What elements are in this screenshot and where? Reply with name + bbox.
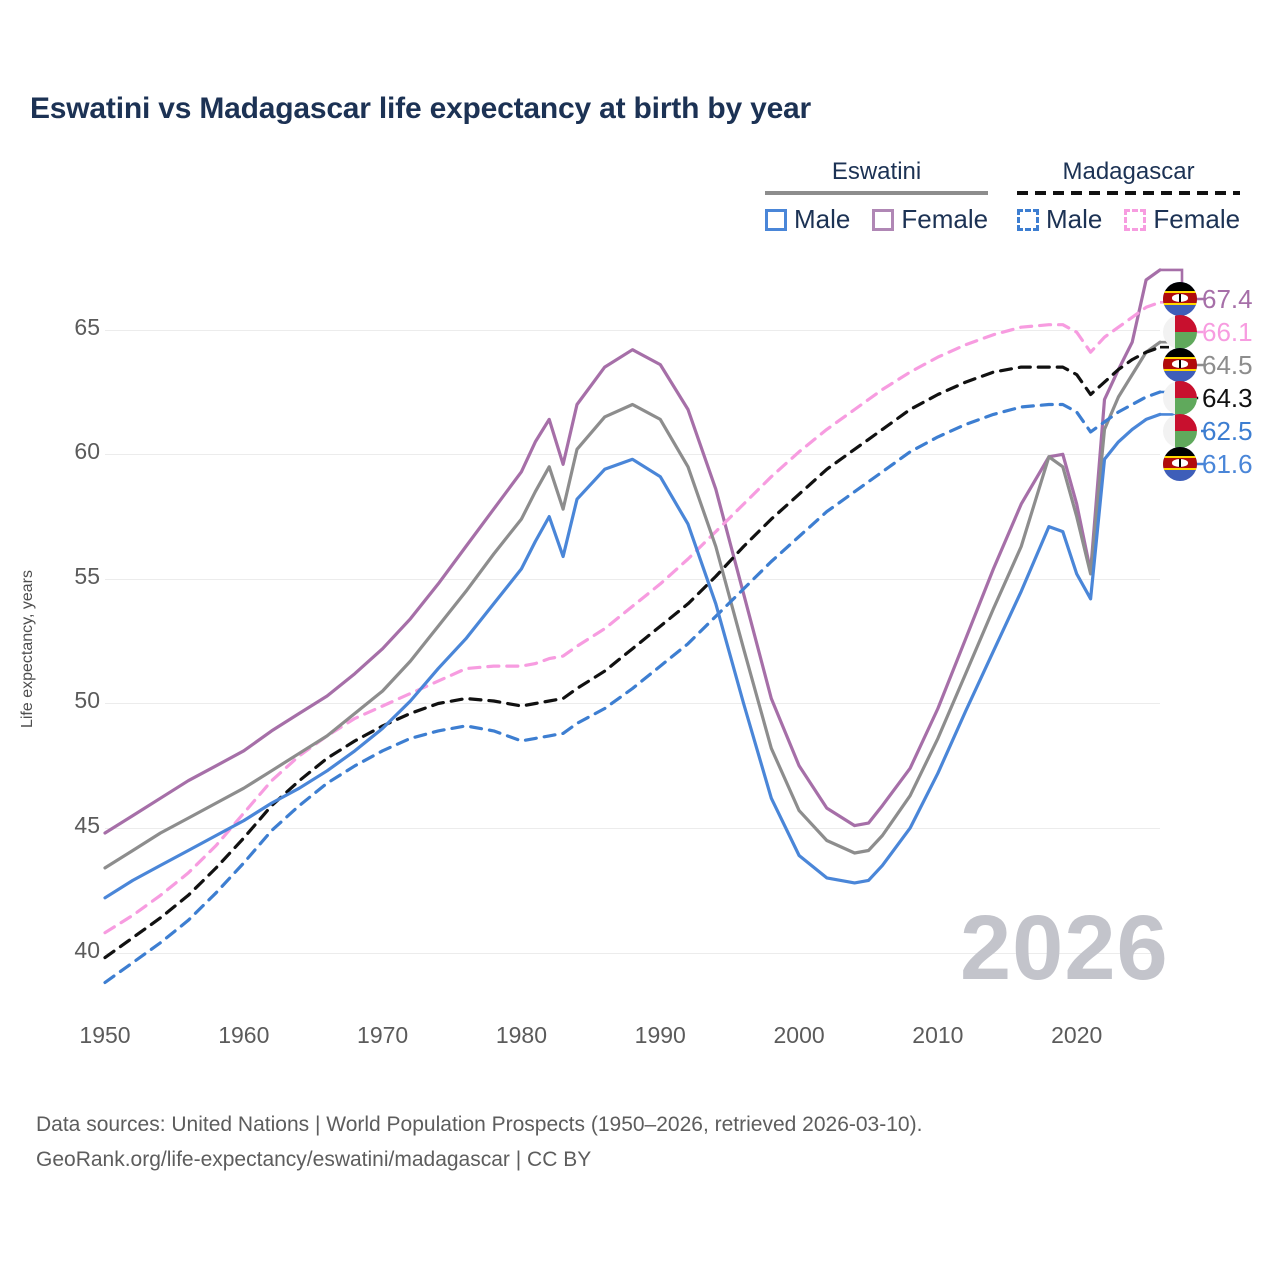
x-axis-tick-label: 1980 xyxy=(495,1022,548,1048)
series-lines xyxy=(103,268,1206,985)
legend-swatch-square-icon xyxy=(1017,208,1039,231)
y-axis-tick-label: 50 xyxy=(74,687,100,714)
x-axis-tick-label: 1950 xyxy=(79,1022,131,1048)
madagascar-flag-icon xyxy=(1163,414,1197,448)
series-line-madagascar-female xyxy=(103,300,1162,935)
year-watermark: 2026 xyxy=(960,897,1169,999)
footer-line-url[interactable]: GeoRank.org/life-expectancy/eswatini/mad… xyxy=(36,1147,592,1171)
x-axis-tick-label: 1990 xyxy=(634,1022,686,1048)
footer-line-sources: Data sources: United Nations | World Pop… xyxy=(36,1113,923,1136)
y-axis-tick-label: 60 xyxy=(74,438,100,465)
end-label-row: 62.5 xyxy=(1163,414,1253,448)
y-axis-tick-label: 40 xyxy=(74,936,100,963)
end-label-value: 64.5 xyxy=(1202,349,1253,380)
y-axis-tick-label: 45 xyxy=(74,812,100,839)
gridline xyxy=(105,703,1160,705)
page-title: Eswatini vs Madagascar life expectancy a… xyxy=(30,92,812,125)
legend-swatch-square-icon xyxy=(765,208,787,231)
legend-heading-madagascar: Madagascar xyxy=(1062,158,1195,185)
x-axis-tick-label: 2020 xyxy=(1051,1022,1103,1048)
end-label-value: 64.3 xyxy=(1202,382,1253,413)
eswatini-flag-icon xyxy=(1163,348,1197,382)
plot-area: Life expectancy, years 40 45 50 55 60 65 1950… xyxy=(0,250,1280,1048)
end-label-row: 64.3 xyxy=(1163,381,1253,415)
legend-label: Female xyxy=(1153,204,1241,234)
legend-item-madagascar-female[interactable]: Female xyxy=(1124,204,1240,235)
end-label-value: 62.5 xyxy=(1202,415,1253,446)
legend-item-eswatini-male[interactable]: Male xyxy=(765,204,850,235)
series-line-madagascar-male xyxy=(103,390,1162,985)
x-axis-tick-label: 1960 xyxy=(218,1022,270,1048)
legend-item-madagascar-male[interactable]: Male xyxy=(1017,204,1102,235)
footer-credits: Data sources: United Nations | World Pop… xyxy=(36,1108,922,1177)
x-axis-tick-label: 1970 xyxy=(357,1022,409,1048)
madagascar-flag-icon xyxy=(1163,381,1197,415)
eswatini-flag-icon xyxy=(1163,282,1197,316)
legend-group-madagascar: Madagascar Male Female xyxy=(1017,158,1241,235)
x-axis-tick-label: 2000 xyxy=(773,1022,825,1048)
legend-swatch-square-icon xyxy=(1124,208,1147,231)
y-axis-tick-label: 65 xyxy=(74,313,100,340)
gridline xyxy=(105,952,1160,954)
legend-label: Male xyxy=(1046,204,1103,234)
legend-rule-madagascar xyxy=(1017,191,1241,195)
series-line-madagascar-total xyxy=(103,345,1162,960)
end-label-row: 66.1 xyxy=(1163,315,1253,349)
legend-heading-eswatini: Eswatini xyxy=(831,158,922,185)
gridline xyxy=(105,828,1160,830)
legend-swatch-square-icon xyxy=(872,208,895,231)
end-label-value: 61.6 xyxy=(1202,448,1253,479)
gridline xyxy=(105,578,1160,580)
legend-item-eswatini-female[interactable]: Female xyxy=(872,204,988,235)
legend-rule-eswatini xyxy=(765,191,989,195)
end-label-row: 64.5 xyxy=(1163,348,1253,382)
series-line-eswatini-total xyxy=(103,340,1162,870)
madagascar-flag-icon xyxy=(1163,315,1197,349)
y-axis-tick-label: 55 xyxy=(74,562,100,589)
end-label-value: 66.1 xyxy=(1202,316,1253,347)
end-label-value: 67.4 xyxy=(1202,283,1253,314)
series-line-eswatini-male xyxy=(103,412,1162,900)
gridline xyxy=(105,454,1160,456)
chart-legend: Eswatini Male Female Madagascar Male xyxy=(755,158,1255,240)
legend-group-eswatini: Eswatini Male Female xyxy=(765,158,989,235)
eswatini-flag-icon xyxy=(1163,447,1197,481)
legend-label: Female xyxy=(901,204,989,234)
gridline xyxy=(105,329,1160,331)
series-line-eswatini-female xyxy=(103,268,1162,835)
end-label-row: 61.6 xyxy=(1163,447,1253,481)
end-value-labels: 67.4 66.1 64.5 64.3 62.5 61.6 xyxy=(1163,266,1280,486)
legend-label: Male xyxy=(794,204,851,234)
x-axis-tick-label: 2010 xyxy=(912,1022,964,1048)
end-label-row: 67.4 xyxy=(1163,282,1253,316)
